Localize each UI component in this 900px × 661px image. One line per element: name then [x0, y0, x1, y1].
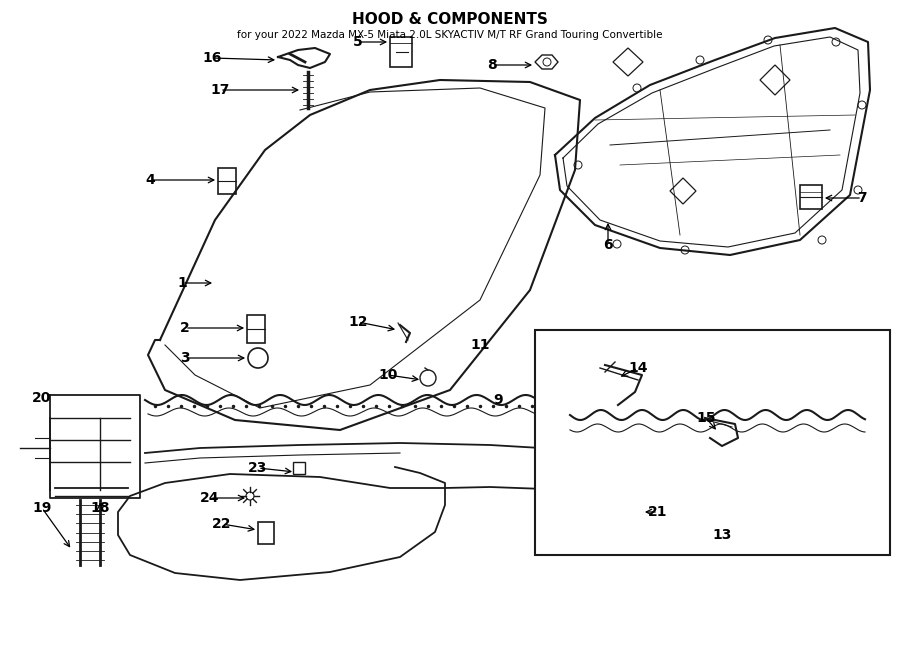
- Text: 7: 7: [857, 191, 867, 205]
- Text: 17: 17: [211, 83, 230, 97]
- Text: 15: 15: [697, 411, 716, 425]
- Text: 6: 6: [603, 238, 613, 252]
- Text: 21: 21: [648, 505, 668, 519]
- Text: 16: 16: [202, 51, 221, 65]
- Text: 4: 4: [145, 173, 155, 187]
- Text: 12: 12: [348, 315, 368, 329]
- Text: 2: 2: [180, 321, 190, 335]
- Bar: [538, 488, 656, 553]
- Text: 22: 22: [212, 517, 232, 531]
- Text: 5: 5: [353, 35, 363, 49]
- Text: 20: 20: [32, 391, 51, 405]
- Bar: [247, 315, 265, 343]
- Bar: [293, 462, 305, 474]
- Text: 3: 3: [180, 351, 190, 365]
- Bar: [535, 330, 890, 555]
- Text: for your 2022 Mazda MX-5 Miata 2.0L SKYACTIV M/T RF Grand Touring Convertible: for your 2022 Mazda MX-5 Miata 2.0L SKYA…: [238, 30, 662, 40]
- Text: 23: 23: [248, 461, 267, 475]
- Text: 1: 1: [177, 276, 187, 290]
- Text: 14: 14: [628, 361, 648, 375]
- Text: 18: 18: [90, 501, 110, 515]
- Text: 19: 19: [32, 501, 51, 515]
- Text: HOOD & COMPONENTS: HOOD & COMPONENTS: [352, 12, 548, 27]
- Text: 9: 9: [493, 393, 503, 407]
- Bar: [800, 185, 822, 209]
- Text: 24: 24: [200, 491, 220, 505]
- Bar: [258, 522, 274, 544]
- Text: 11: 11: [470, 338, 490, 352]
- Bar: [390, 37, 412, 67]
- Text: 10: 10: [378, 368, 398, 382]
- Bar: [218, 168, 236, 194]
- Text: 13: 13: [712, 528, 732, 542]
- Text: 8: 8: [487, 58, 497, 72]
